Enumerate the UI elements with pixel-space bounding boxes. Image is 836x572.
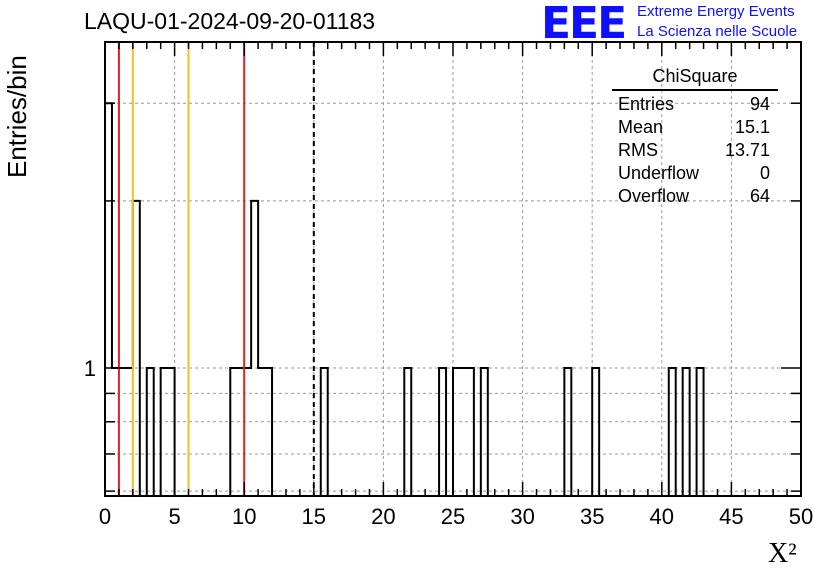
stats-box: ChiSquare Entries 94 Mean 15.1 RMS 13.71 Un… bbox=[612, 66, 778, 208]
x-tick-label: 25 bbox=[441, 504, 465, 529]
stats-title: ChiSquare bbox=[612, 66, 778, 91]
x-tick-label: 0 bbox=[99, 504, 111, 529]
x-tick-label: 20 bbox=[371, 504, 395, 529]
stats-label: Overflow bbox=[618, 186, 690, 206]
stats-row-underflow: Underflow 0 bbox=[612, 162, 778, 185]
x-tick-label: 5 bbox=[168, 504, 180, 529]
stats-value: 64 bbox=[749, 186, 770, 206]
stats-value: 94 bbox=[749, 94, 770, 114]
stats-value: 13.71 bbox=[724, 140, 770, 160]
y-axis-label: Entries/bin bbox=[2, 55, 32, 178]
stats-label: Underflow bbox=[618, 163, 700, 183]
stats-row-overflow: Overflow 64 bbox=[612, 185, 778, 208]
stats-label: RMS bbox=[618, 140, 658, 160]
x-tick-label: 30 bbox=[510, 504, 534, 529]
stats-row-entries: Entries 94 bbox=[612, 93, 778, 116]
x-axis-label: X² bbox=[768, 538, 797, 569]
x-tick-label: 10 bbox=[232, 504, 256, 529]
x-tick-label: 45 bbox=[719, 504, 743, 529]
x-tick-label: 50 bbox=[789, 504, 813, 529]
stats-row-rms: RMS 13.71 bbox=[612, 139, 778, 162]
chart-title: LAQU-01-2024-09-20-01183 bbox=[84, 8, 376, 34]
logo-line-1: Extreme Energy Events bbox=[637, 3, 795, 20]
logo-text: Extreme Energy Events La Scienza nelle S… bbox=[637, 2, 797, 42]
x-tick-label: 15 bbox=[302, 504, 326, 529]
stats-value: 0 bbox=[759, 163, 770, 183]
x-tick-label: 35 bbox=[580, 504, 604, 529]
eee-logo: EEE bbox=[541, 0, 627, 49]
y-tick-label: 1 bbox=[84, 356, 96, 381]
logo-line-2: La Scienza nelle Scuole bbox=[637, 23, 798, 40]
stats-row-mean: Mean 15.1 bbox=[612, 116, 778, 139]
x-tick-label: 40 bbox=[650, 504, 674, 529]
stats-value: 15.1 bbox=[734, 117, 770, 137]
stats-label: Mean bbox=[618, 117, 664, 137]
stats-label: Entries bbox=[618, 94, 675, 114]
